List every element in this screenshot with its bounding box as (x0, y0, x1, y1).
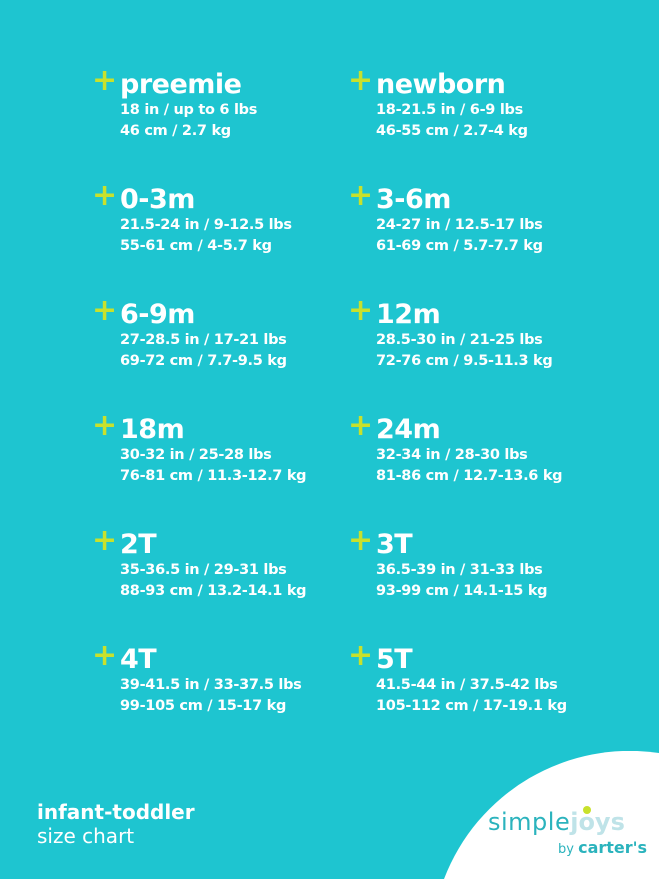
size-entry: + 5T 41.5-44 in / 37.5-42 lbs 105-112 cm… (348, 641, 636, 717)
brand-logo: simplejoys by carter's (488, 808, 647, 857)
plus-icon: + (92, 408, 118, 443)
size-imperial: 39-41.5 in / 33-37.5 lbs (120, 677, 302, 693)
size-imperial: 28.5-30 in / 21-25 lbs (376, 332, 543, 348)
size-imperial: 27-28.5 in / 17-21 lbs (120, 332, 287, 348)
size-entry: + 4T 39-41.5 in / 33-37.5 lbs 99-105 cm … (92, 641, 380, 717)
size-entry: + 24m 32-34 in / 28-30 lbs 81-86 cm / 12… (348, 411, 636, 487)
size-metric: 46-55 cm / 2.7-4 kg (376, 123, 528, 139)
size-imperial: 30-32 in / 25-28 lbs (120, 447, 272, 463)
plus-icon: + (92, 178, 118, 213)
plus-icon: + (348, 178, 374, 213)
size-entry: + 6-9m 27-28.5 in / 17-21 lbs 69-72 cm /… (92, 296, 380, 372)
size-metric: 93-99 cm / 14.1-15 kg (376, 583, 548, 599)
size-imperial: 21.5-24 in / 9-12.5 lbs (120, 217, 292, 233)
size-imperial: 18-21.5 in / 6-9 lbs (376, 102, 523, 118)
size-name: 6-9m (120, 299, 195, 330)
logo-byline: by carter's (558, 838, 647, 857)
size-entry: + preemie 18 in / up to 6 lbs 46 cm / 2.… (92, 66, 380, 142)
size-imperial: 24-27 in / 12.5-17 lbs (376, 217, 543, 233)
plus-icon: + (92, 638, 118, 673)
logo-dot (583, 806, 591, 814)
size-name: 3-6m (376, 184, 451, 215)
size-metric: 76-81 cm / 11.3-12.7 kg (120, 468, 307, 484)
size-entry: + 12m 28.5-30 in / 21-25 lbs 72-76 cm / … (348, 296, 636, 372)
size-name: 24m (376, 414, 441, 445)
size-metric: 99-105 cm / 15-17 kg (120, 698, 287, 714)
size-metric: 46 cm / 2.7 kg (120, 123, 231, 139)
plus-icon: + (92, 523, 118, 558)
size-metric: 88-93 cm / 13.2-14.1 kg (120, 583, 307, 599)
size-metric: 105-112 cm / 17-19.1 kg (376, 698, 567, 714)
size-metric: 69-72 cm / 7.7-9.5 kg (120, 353, 287, 369)
size-imperial: 41.5-44 in / 37.5-42 lbs (376, 677, 558, 693)
plus-icon: + (348, 638, 374, 673)
size-entry: + 3-6m 24-27 in / 12.5-17 lbs 61-69 cm /… (348, 181, 636, 257)
size-metric: 81-86 cm / 12.7-13.6 kg (376, 468, 563, 484)
size-imperial: 35-36.5 in / 29-31 lbs (120, 562, 287, 578)
size-entry: + 2T 35-36.5 in / 29-31 lbs 88-93 cm / 1… (92, 526, 380, 602)
logo-simple: simple (488, 808, 571, 836)
logo-background (444, 751, 659, 879)
size-name: 2T (120, 529, 157, 560)
logo-joys: joys (570, 808, 625, 836)
size-imperial: 18 in / up to 6 lbs (120, 102, 258, 118)
plus-icon: + (348, 293, 374, 328)
size-name: 5T (376, 644, 413, 675)
plus-icon: + (348, 523, 374, 558)
size-name: 18m (120, 414, 185, 445)
plus-icon: + (348, 63, 374, 98)
size-name: 3T (376, 529, 413, 560)
plus-icon: + (92, 293, 118, 328)
plus-icon: + (92, 63, 118, 98)
size-name: preemie (120, 69, 242, 100)
size-entry: + 18m 30-32 in / 25-28 lbs 76-81 cm / 11… (92, 411, 380, 487)
logo-background-arc (444, 751, 659, 879)
size-name: 0-3m (120, 184, 195, 215)
logo-brand: carter's (578, 838, 648, 857)
chart-caption: infant-toddler size chart (37, 800, 195, 848)
size-imperial: 36.5-39 in / 31-33 lbs (376, 562, 543, 578)
size-name: 4T (120, 644, 157, 675)
size-metric: 72-76 cm / 9.5-11.3 kg (376, 353, 553, 369)
logo-by: by (558, 842, 574, 857)
size-entry: + 3T 36.5-39 in / 31-33 lbs 93-99 cm / 1… (348, 526, 636, 602)
size-name: newborn (376, 69, 506, 100)
plus-icon: + (348, 408, 374, 443)
size-imperial: 32-34 in / 28-30 lbs (376, 447, 528, 463)
size-entry: + 0-3m 21.5-24 in / 9-12.5 lbs 55-61 cm … (92, 181, 380, 257)
size-entry: + newborn 18-21.5 in / 6-9 lbs 46-55 cm … (348, 66, 636, 142)
caption-title: infant-toddler (37, 800, 195, 824)
size-name: 12m (376, 299, 441, 330)
size-metric: 61-69 cm / 5.7-7.7 kg (376, 238, 543, 254)
caption-subtitle: size chart (37, 824, 135, 848)
size-metric: 55-61 cm / 4-5.7 kg (120, 238, 272, 254)
